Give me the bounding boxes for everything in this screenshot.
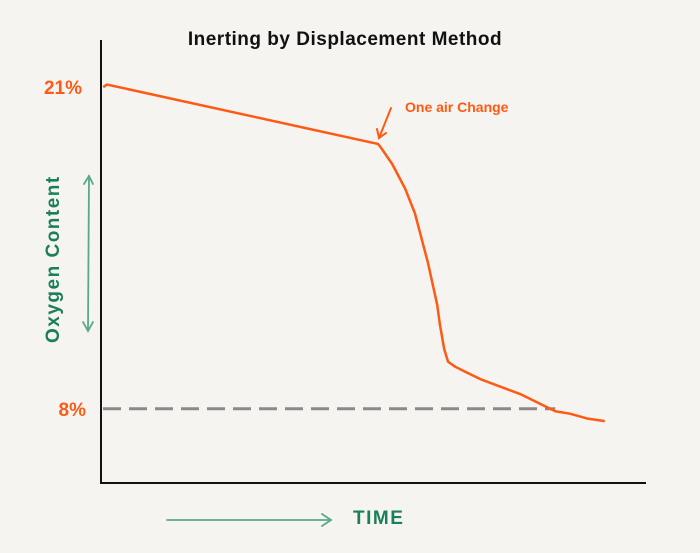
chart-title: Inerting by Displacement Method xyxy=(188,29,502,50)
y-tick-label-8: 8% xyxy=(59,400,87,421)
annotation-arrow-icon xyxy=(376,107,392,140)
annotation-label: One air Change xyxy=(405,99,509,115)
x-axis-arrow-icon xyxy=(166,513,333,527)
y-axis-double-arrow-icon xyxy=(82,174,94,333)
series-line-oxygen xyxy=(102,83,605,423)
x-axis-label: TIME xyxy=(353,508,404,529)
y-axis-label: Oxygen Content xyxy=(43,175,64,343)
y-tick-label-21: 21% xyxy=(44,78,82,99)
